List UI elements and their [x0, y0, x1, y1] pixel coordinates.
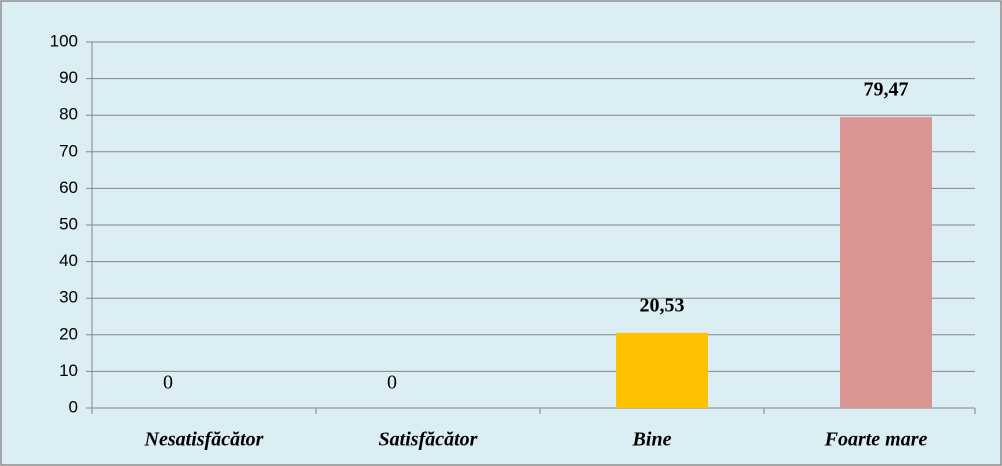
y-tick-label: 0 — [69, 397, 78, 416]
y-tick-label: 80 — [59, 105, 78, 124]
x-tick-label: Satisfăcător — [379, 429, 478, 451]
y-tick-label: 90 — [59, 68, 78, 87]
x-tick-label: Foarte mare — [824, 429, 928, 451]
y-tick-label: 70 — [59, 141, 78, 160]
y-tick-label: 20 — [59, 324, 78, 343]
value-label: 0 — [163, 372, 173, 394]
y-tick-label: 10 — [59, 361, 78, 380]
y-tick-label: 30 — [59, 288, 78, 307]
y-tick-label: 50 — [59, 214, 78, 233]
y-tick-label: 40 — [59, 251, 78, 270]
value-label: 0 — [387, 372, 397, 394]
x-tick-label: Nesatisfăcător — [144, 429, 264, 451]
y-tick-label: 100 — [50, 31, 78, 50]
x-tick-label: Bine — [632, 429, 672, 451]
value-label: 79,47 — [864, 79, 909, 101]
y-tick-label: 60 — [59, 178, 78, 197]
bar — [840, 117, 932, 408]
bar — [616, 332, 708, 408]
value-label: 20,53 — [640, 294, 685, 316]
